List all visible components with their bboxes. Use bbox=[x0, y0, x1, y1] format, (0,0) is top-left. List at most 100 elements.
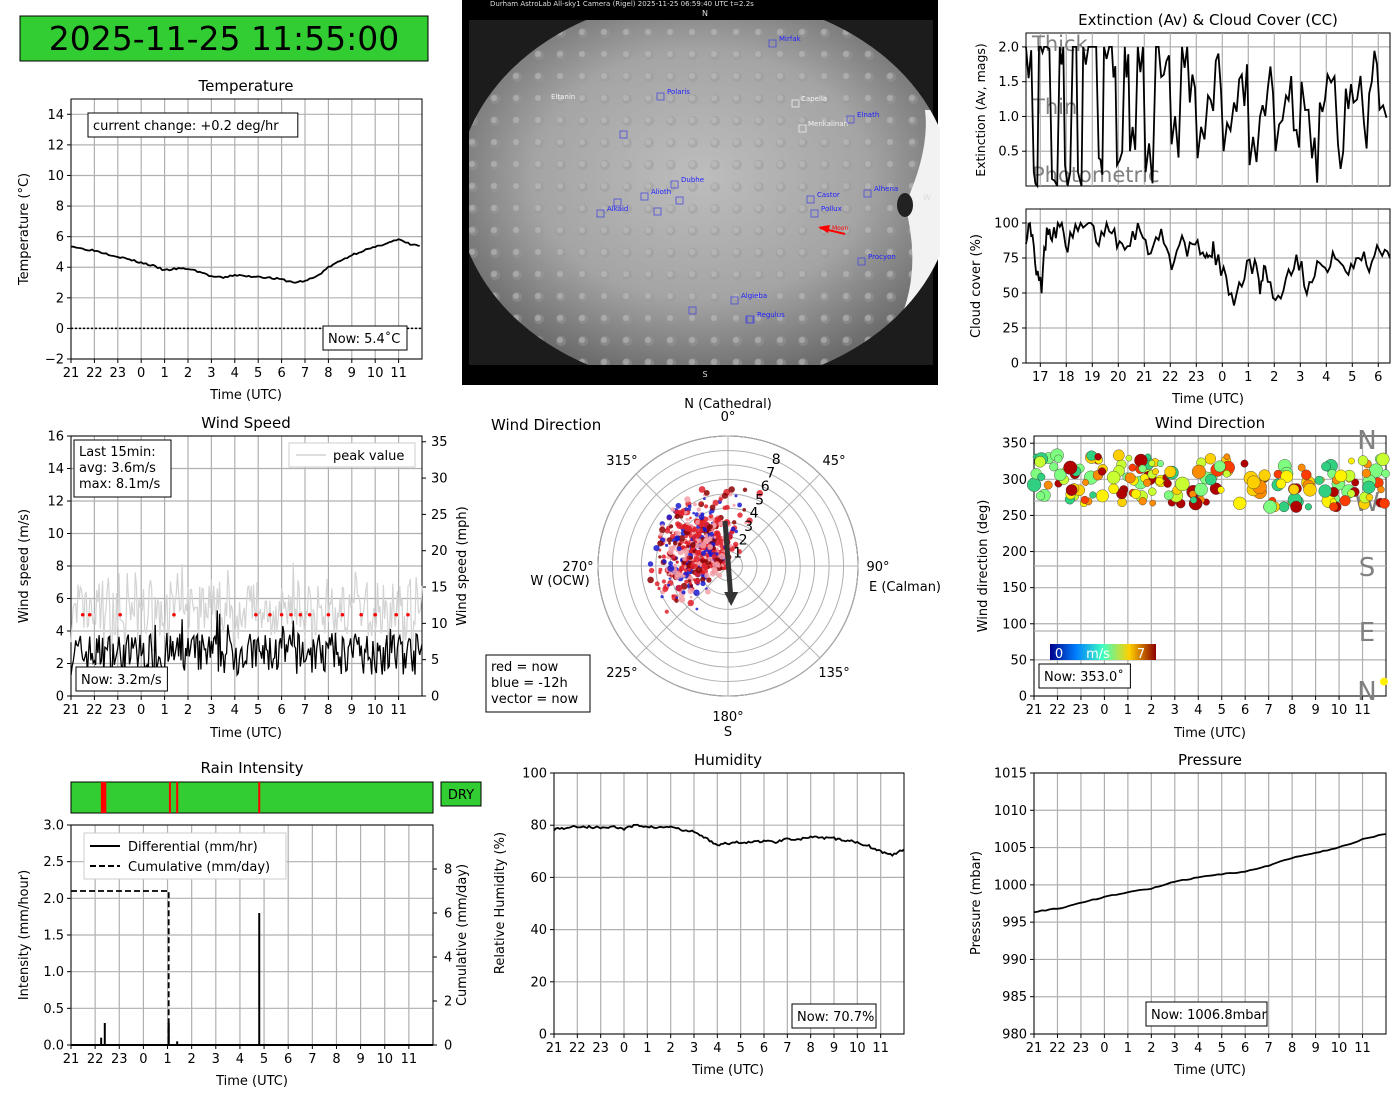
legend-peak-label: peak value bbox=[333, 449, 404, 464]
wind-observation-point bbox=[704, 572, 710, 579]
wind-observation-point bbox=[690, 542, 696, 548]
wind-observation-point bbox=[676, 560, 679, 564]
wind-direction-point bbox=[1043, 480, 1053, 490]
angle-label: 315° bbox=[606, 454, 637, 469]
wind-observation-point bbox=[705, 588, 711, 595]
x-tick-label: 6 bbox=[1241, 703, 1249, 718]
x-axis-label: Time (UTC) bbox=[1173, 726, 1246, 741]
wind-observation-point bbox=[674, 513, 680, 520]
x-tick-label: 2 bbox=[1147, 1041, 1155, 1056]
x-tick-label: 9 bbox=[356, 1052, 364, 1067]
wind-observation-point bbox=[704, 504, 709, 509]
x-tick-label: 4 bbox=[1322, 370, 1330, 385]
wind-observation-point bbox=[684, 534, 688, 539]
y-tick-label: 10 bbox=[47, 169, 64, 184]
wind-observation-point bbox=[661, 554, 666, 559]
x-tick-label: 11 bbox=[1354, 703, 1371, 718]
x-tick-label: 2 bbox=[1147, 703, 1155, 718]
temperature-change-annotation: current change: +0.2 deg/hr bbox=[93, 119, 279, 134]
wind-observation-point bbox=[712, 499, 719, 506]
y-tick-label: 8 bbox=[56, 560, 64, 575]
wind-observation-point bbox=[667, 564, 675, 572]
chart-title: Wind Direction bbox=[1155, 414, 1265, 432]
x-tick-label: 10 bbox=[1331, 703, 1348, 718]
x-tick-label: 5 bbox=[1218, 703, 1226, 718]
x-tick-label: 23 bbox=[1188, 370, 1205, 385]
gust-marker bbox=[298, 612, 303, 617]
wind-stats-line: max: 8.1m/s bbox=[79, 477, 161, 492]
y-axis-label: Relative Humidity (%) bbox=[493, 832, 508, 974]
wind-observation-point bbox=[696, 562, 700, 566]
wind-direction-now-label-box bbox=[1038, 663, 1131, 689]
wind-observation-point bbox=[734, 494, 738, 498]
wind-observation-point bbox=[708, 511, 712, 515]
star-marker bbox=[745, 315, 754, 324]
wind-observation-point bbox=[672, 544, 677, 549]
plot-frame bbox=[70, 98, 423, 360]
x-tick-label: 21 bbox=[63, 366, 80, 381]
wind-observation-point bbox=[668, 561, 673, 566]
x-tick-label: 3 bbox=[690, 1041, 698, 1056]
x-tick-label: 22 bbox=[1049, 703, 1066, 718]
x-tick-label: 11 bbox=[401, 1052, 418, 1067]
cardinal-west-label: W (OCW) bbox=[530, 574, 589, 589]
wind-vector-head bbox=[724, 591, 739, 606]
gust-marker bbox=[172, 612, 176, 617]
star-label: Alioth bbox=[651, 188, 671, 196]
y-tick-label-right: 6 bbox=[444, 907, 452, 922]
y-tick-label: 1.0 bbox=[43, 965, 64, 980]
gust-marker bbox=[254, 612, 258, 617]
x-tick-label: 20 bbox=[1110, 370, 1127, 385]
wind-observation-point bbox=[715, 530, 721, 536]
gust-marker bbox=[373, 612, 378, 617]
wind-observation-point bbox=[674, 574, 680, 580]
wind-observation-point bbox=[701, 556, 705, 560]
y-tick-label: 2.0 bbox=[998, 40, 1019, 55]
wind-observation-point bbox=[732, 503, 736, 507]
wind-direction-point bbox=[1082, 479, 1089, 486]
temperature-now-label-box bbox=[322, 325, 408, 351]
radial-tick-label: 2 bbox=[739, 532, 748, 548]
star-label: Menkalinan bbox=[808, 120, 848, 128]
x-tick-label: 5 bbox=[1348, 370, 1356, 385]
wind-observation-point bbox=[693, 589, 700, 596]
gust-marker bbox=[394, 612, 399, 617]
x-tick-label: 3 bbox=[1171, 1041, 1179, 1056]
wind-direction-point bbox=[1290, 500, 1303, 513]
wind-direction-point bbox=[1037, 472, 1046, 481]
wind-polar-chart: Wind Direction 0° 45° 90° 135° 180° 225° 270° 31… bbox=[485, 397, 941, 740]
wind-observation-point bbox=[737, 502, 742, 508]
wind-direction-point bbox=[1131, 489, 1141, 499]
star-marker bbox=[670, 180, 679, 189]
rain-status-badge bbox=[440, 781, 482, 807]
polar-legend-line: vector = now bbox=[491, 692, 579, 707]
wind-direction-point bbox=[1149, 499, 1156, 507]
y-tick-label-right: 10 bbox=[431, 617, 448, 632]
y-tick-label: 0 bbox=[56, 322, 64, 337]
wind-observation-point bbox=[676, 546, 682, 552]
star-marker bbox=[640, 192, 649, 201]
chart-title: Rain Intensity bbox=[200, 759, 303, 777]
gust-marker bbox=[406, 612, 410, 617]
x-tick-label: 6 bbox=[277, 703, 285, 718]
wind-direction-point bbox=[1362, 480, 1376, 494]
x-tick-label: 9 bbox=[1311, 703, 1319, 718]
wind-observation-point bbox=[746, 517, 753, 524]
wind-observation-point bbox=[704, 529, 707, 532]
y-tick-label: 2.0 bbox=[43, 892, 64, 907]
wind-direction-point bbox=[1190, 496, 1198, 504]
y-tick-label: 3.0 bbox=[43, 819, 64, 834]
wind-direction-point bbox=[1301, 469, 1312, 480]
wind-observation-point bbox=[714, 561, 720, 568]
wind-observation-point bbox=[679, 565, 685, 572]
plot-frame bbox=[1033, 772, 1387, 1035]
wind-observation-point bbox=[716, 550, 720, 553]
radial-tick-label: 8 bbox=[772, 452, 781, 468]
y-tick-label: 0 bbox=[539, 1028, 547, 1043]
wind-direction-point bbox=[1138, 497, 1147, 506]
camera-west-label: W bbox=[923, 193, 931, 202]
wind-observation-point bbox=[675, 584, 683, 592]
y-tick-label: 0.0 bbox=[43, 1039, 64, 1054]
